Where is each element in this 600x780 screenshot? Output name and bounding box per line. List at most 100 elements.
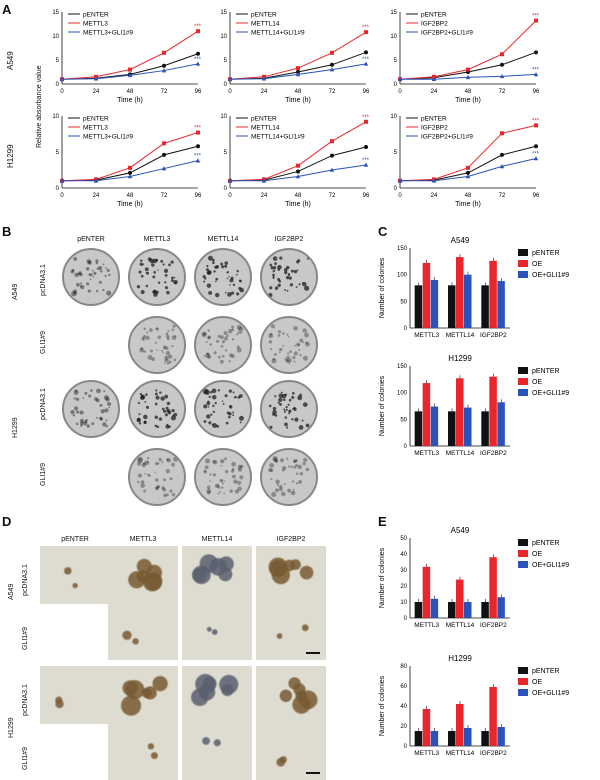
bar [422,383,431,446]
x-tick-label: 24 [261,193,268,199]
x-tick-label: 96 [195,89,202,95]
x-tick-label: 72 [329,193,336,199]
category-label: IGF2BP2 [480,332,507,339]
x-tick-label: 48 [465,89,472,95]
legend-label: OE+GLI1#9 [532,690,569,697]
micrograph-photo [182,602,252,660]
colony-dish-photo [128,316,186,374]
data-point [161,166,167,171]
data-point [499,164,505,169]
data-point [499,73,505,79]
legend-label: pENTER [83,116,109,123]
x-tick-label: 48 [465,193,472,199]
significance-mark: *** [362,158,370,164]
data-point [128,67,132,72]
data-point [296,66,300,71]
bar [430,406,439,446]
legend-swatch [518,539,528,546]
data-point [431,178,437,183]
data-point [330,139,334,144]
legend-label: METTL3+GLI1#9 [83,134,133,141]
colony-dish-photo [194,448,252,506]
bar-chart-4: H1299 0 20 40 60 80 Number of colonies METTL3 ME… [379,654,569,757]
x-tick-label: 24 [93,89,100,95]
panel-d-col-header-mettl3: METTL3 [129,536,157,543]
line-chart-3: 0 24 48 72 96 0 5 10 15 Time (h) pENTER *** IGF2BP2 *… [390,10,540,104]
y-tick-label: 15 [52,10,59,16]
colony-dish-photo [62,380,120,438]
significance-mark: *** [194,154,202,160]
bar [448,731,456,746]
data-point [195,158,201,163]
colony-dish-photo [194,380,252,438]
bar [414,411,423,446]
data-point [261,76,267,81]
significance-mark: *** [362,115,370,121]
bar [414,602,423,618]
panel-d-col-header-mettl14: METTL14 [201,536,233,543]
x-tick-label: 0 [60,89,64,95]
x-tick-label: 96 [363,193,370,199]
data-point [295,72,301,77]
data-point [261,178,267,183]
y-tick-label: 50 [400,536,407,542]
y-tick-label: 5 [224,150,228,156]
legend-label: OE+GLI1#9 [532,562,569,569]
y-axis-label: Number of colonies [379,675,386,736]
legend-swatch [518,678,528,685]
data-point [127,72,133,78]
data-point [195,61,201,66]
y-tick-label: 150 [397,246,408,252]
x-tick-label: 48 [127,89,134,95]
micrograph-photo [256,602,326,660]
legend-label: OE [532,679,542,686]
legend-label: METTL14 [251,21,280,28]
data-point [533,156,539,161]
data-point [196,29,200,34]
legend-label: OE [532,261,542,268]
data-point [534,123,538,128]
colony-dish-photo [260,248,318,306]
data-point [93,76,99,81]
panel-d-group-label-a549: A549 [8,583,15,600]
x-tick-label: 0 [228,193,232,199]
micrograph-photo [108,602,178,660]
x-tick-label: 24 [431,193,438,199]
legend-label: pENTER [251,12,277,19]
panel-b-col-header-mettl3: METTL3 [143,236,171,243]
y-tick-label: 10 [390,34,397,40]
panel-b-row-label-gli1-a549: GLI1#9 [40,331,47,354]
y-tick-label: 0 [404,326,408,332]
data-point [296,169,300,174]
colony-dish-photo [128,380,186,438]
legend-label: METTL3 [83,125,108,132]
legend-label: OE [532,379,542,386]
micrograph-photo [182,722,252,780]
bar [497,281,505,328]
bar [497,727,505,746]
data-point [296,163,300,168]
colony-dish-photo [260,380,318,438]
panel-b-col-header-igf2bp2: IGF2BP2 [274,236,304,243]
data-point [128,165,132,170]
panel-letter-d: D [2,514,12,529]
category-label: METTL14 [446,450,475,457]
data-point [330,62,334,67]
y-tick-label: 20 [400,584,407,590]
x-tick-label: 0 [398,89,402,95]
data-point [196,51,200,56]
micrograph-photo [108,666,178,724]
y-tick-label: 10 [220,34,227,40]
category-label: METTL14 [446,332,475,339]
x-tick-label: 48 [295,89,302,95]
legend-label: pENTER [421,116,447,123]
bar [422,566,431,618]
bar-chart-3: A549 0 10 20 30 40 50 Number of colonies METTL3 M… [379,526,569,629]
x-axis-label: Time (h) [455,201,481,208]
y-axis-label: Number of colonies [379,257,386,318]
chart-title: A549 [451,236,470,245]
significance-mark: *** [194,126,202,132]
bar [481,411,489,446]
x-tick-label: 72 [329,89,336,95]
